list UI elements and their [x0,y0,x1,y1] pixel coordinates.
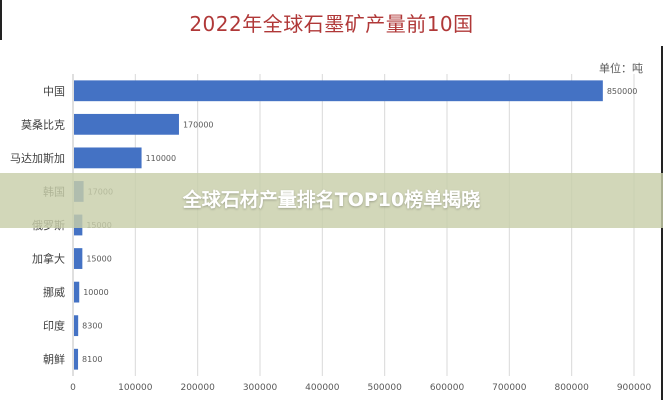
x-tick-label: 600000 [430,383,465,393]
bar [74,113,179,135]
bar [74,348,79,370]
data-label: 8100 [82,355,102,364]
bar [74,248,83,269]
chart-title: 2022年全球石墨矿产量前10国 [189,12,474,36]
category-label: 朝鲜 [43,352,65,366]
frame-edge-left [0,0,2,40]
x-tick-label: 300000 [243,383,278,393]
x-tick-label: 700000 [492,383,527,393]
x-tick-label: 200000 [180,383,215,393]
category-label: 莫桑比克 [21,118,65,131]
overlay-title: 全球石材产量排名TOP10榜单揭晓 [182,189,481,211]
x-tick-label: 400000 [305,383,340,393]
x-tick-label: 800000 [554,383,589,393]
category-label: 马达加斯加 [10,152,65,165]
bar [74,80,603,102]
data-label: 10000 [83,288,108,297]
x-tick-label: 100000 [118,383,153,393]
category-label: 中国 [43,85,65,98]
bar [74,281,80,303]
unit-label: 单位：吨 [599,62,643,75]
data-label: 8300 [82,322,102,331]
data-label: 15000 [86,255,111,264]
bar [74,147,142,169]
x-tick-label: 0 [70,383,76,393]
x-tick-label: 900000 [617,383,652,393]
category-label: 加拿大 [32,252,65,266]
data-label: 850000 [607,87,638,96]
data-label: 170000 [183,120,214,129]
data-label: 110000 [146,154,177,163]
x-tick-label: 500000 [367,383,402,393]
overlay-banner [0,173,663,228]
bar [74,315,79,337]
category-label: 挪威 [43,285,65,299]
category-label: 印度 [43,319,65,333]
